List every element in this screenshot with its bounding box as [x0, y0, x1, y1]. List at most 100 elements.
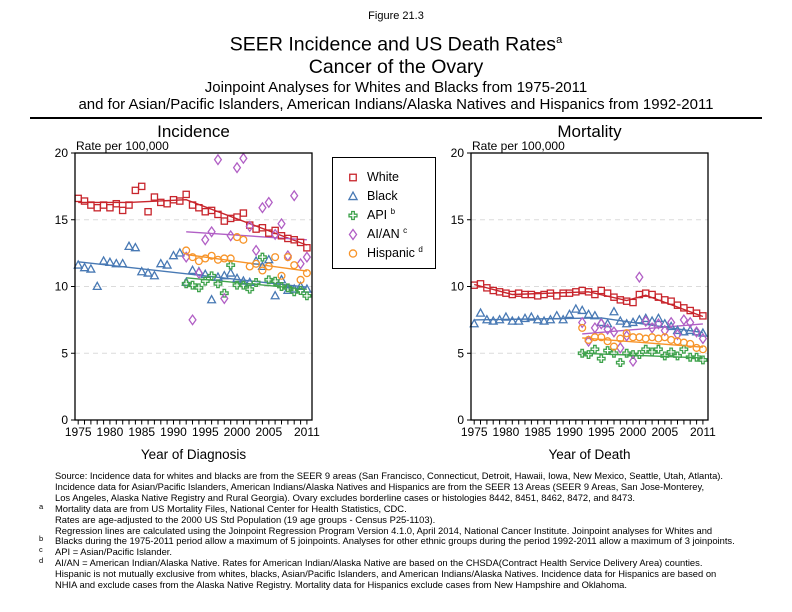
- hispanic-point: [296, 275, 305, 284]
- x-tick-label: 2005: [255, 425, 282, 439]
- white-point: [271, 226, 279, 235]
- hispanic-point: [239, 235, 248, 244]
- black-point: [507, 315, 518, 325]
- white-point: [514, 289, 523, 297]
- api-point: [238, 280, 248, 290]
- y-tick-label: 20: [451, 146, 465, 160]
- footnote-text: Los Angeles, Alaska Native Registry and …: [55, 491, 636, 503]
- black-point: [168, 250, 179, 260]
- aian-point: [181, 251, 191, 264]
- black-point: [494, 314, 505, 324]
- api-point: [673, 351, 682, 361]
- aian-point: [673, 328, 682, 341]
- api-point: [692, 352, 702, 362]
- hispanic-point: [692, 343, 701, 352]
- x-tick-label: 1980: [493, 425, 520, 439]
- black-point: [270, 290, 281, 300]
- footnote-text: API = Asian/Pacific Islander.: [55, 546, 172, 558]
- x-tick-label: 2011: [294, 425, 320, 439]
- aian-point: [201, 233, 210, 246]
- footnote-line-4: a Mortality data are from US Mortality Fi…: [36, 502, 784, 515]
- legend-sup-hispanic: d: [418, 244, 423, 254]
- footnote-text: Rates are age-adjusted to the 2000 US St…: [55, 513, 436, 525]
- y-tick-label: 5: [457, 346, 464, 360]
- hispanic-point: [258, 266, 267, 275]
- legend-item-aian: AI/AN c: [333, 224, 435, 243]
- x-tick-label: 2000: [224, 425, 251, 439]
- figure-header: Figure 21.3 SEER Incidence and US Death …: [0, 10, 792, 113]
- black-point: [481, 314, 492, 324]
- aian-point: [597, 317, 606, 330]
- black-point: [520, 312, 531, 323]
- hispanic-point: [188, 253, 197, 262]
- white-point: [214, 210, 222, 219]
- black-point: [162, 259, 173, 269]
- white-point: [597, 286, 606, 295]
- white-point: [106, 203, 114, 212]
- black-point: [85, 263, 96, 273]
- aian-point: [635, 271, 644, 284]
- white-point: [239, 209, 248, 217]
- white-point: [74, 194, 82, 203]
- footnote-text: Blacks during the 1975-2011 period allow…: [55, 535, 735, 547]
- api-point: [615, 358, 625, 368]
- hispanic-point: [271, 253, 280, 262]
- aian-legend-marker: [348, 227, 358, 241]
- api-point: [609, 348, 619, 358]
- white-point: [150, 193, 159, 201]
- white-point: [144, 207, 152, 216]
- aian-point: [666, 316, 676, 329]
- black-point: [602, 318, 613, 328]
- white-point: [540, 290, 548, 299]
- black-point: [130, 242, 141, 252]
- hispanic-point: [648, 333, 657, 342]
- api-point: [698, 355, 708, 365]
- aian-point: [188, 313, 197, 326]
- hispanic-legend-marker: [348, 248, 358, 258]
- footnote-text: Hispanic is not mutually exclusive from …: [55, 568, 717, 580]
- main-title: SEER Incidence and US Death Ratesa: [0, 29, 792, 56]
- aian-point: [251, 244, 261, 257]
- hispanic-point: [264, 262, 273, 271]
- aian-diamond-marker-icon: [348, 227, 358, 241]
- hispanic-point: [641, 334, 650, 343]
- black-point: [558, 314, 569, 324]
- legend-label-aian: AI/AN: [367, 227, 400, 242]
- black-point: [634, 314, 645, 324]
- black-point: [539, 315, 550, 325]
- black-point: [111, 258, 122, 268]
- hispanic-point: [654, 334, 663, 343]
- footnote-text: Mortality data are from US Mortality Fil…: [55, 502, 407, 514]
- footnote-line-7: b Blacks during the 1975-2011 period allo…: [36, 534, 784, 547]
- mortality-chart-title: Mortality: [557, 122, 622, 141]
- white-legend-marker: [349, 173, 357, 181]
- hispanic-point: [667, 335, 676, 344]
- black-triangle-marker-icon: [347, 190, 359, 200]
- y-tick-label: 10: [55, 280, 69, 294]
- aian-point: [609, 325, 619, 338]
- white-point: [476, 280, 485, 288]
- white-point: [296, 238, 305, 247]
- api-point: [264, 275, 274, 285]
- hispanic-point: [182, 246, 191, 255]
- hispanic-point: [686, 339, 695, 348]
- api-point: [188, 280, 197, 290]
- footnote-line-2: Incidence data for Asian/Pacific Islande…: [36, 481, 784, 493]
- aian-point: [213, 153, 223, 166]
- legend-box: White Black API b AI/AN c Hispanic d: [332, 157, 436, 269]
- y-tick-label: 10: [451, 280, 465, 294]
- aian-point: [264, 196, 273, 209]
- white-point: [699, 312, 707, 320]
- hispanic-point: [283, 253, 292, 262]
- aian-point: [660, 324, 669, 337]
- legend-item-black: Black: [333, 186, 435, 205]
- title-divider-rule: [30, 117, 762, 119]
- black-legend-marker: [347, 190, 359, 200]
- white-point: [163, 199, 171, 208]
- aian-point: [679, 313, 689, 326]
- hispanic-point: [622, 329, 631, 338]
- black-point: [532, 314, 543, 324]
- main-title-footnote-ref: a: [556, 34, 563, 46]
- x-tick-label: 1975: [65, 425, 92, 439]
- white-point: [125, 201, 133, 209]
